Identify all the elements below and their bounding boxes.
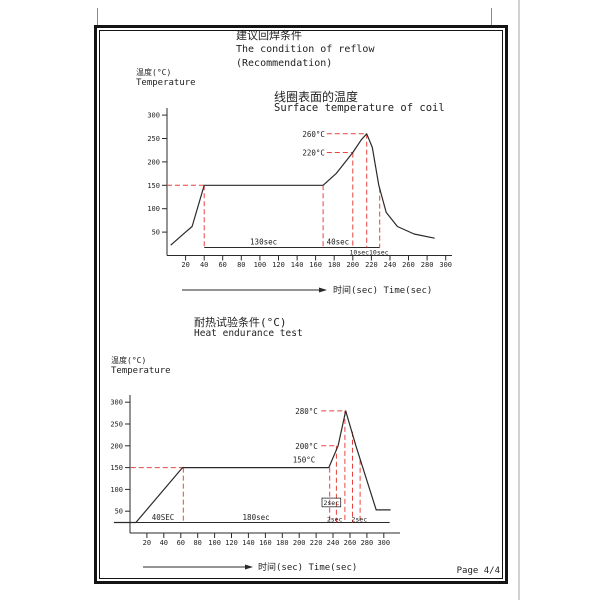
page-title-block: 建议回焊条件 The condition of reflow (Recommen… (236, 29, 374, 71)
reflow-y-axis-title-zh: 温度(°C) (136, 68, 172, 77)
y-tick-label: 100 (110, 486, 123, 494)
x-tick-label: 40 (200, 261, 208, 269)
page-number: Page 4/4 (456, 566, 500, 576)
x-tick-label: 80 (193, 539, 201, 547)
x-tick-label: 280 (421, 261, 434, 269)
y-tick-label: 200 (110, 442, 123, 450)
arrow-icon (245, 564, 253, 570)
x-axis-title: 时间(sec) Time(sec) (333, 284, 432, 296)
drawing-frame-inner (99, 30, 503, 579)
x-tick-label: 20 (143, 539, 151, 547)
x-tick-label: 60 (218, 261, 226, 269)
y-tick-label: 250 (147, 135, 160, 143)
annotation-label: 260°C (302, 130, 325, 139)
reflow-chart-subtitle-en: Surface temperature of coil (274, 102, 445, 114)
x-tick-label: 240 (384, 261, 397, 269)
y-tick-label: 50 (152, 229, 160, 237)
annotation-label: 150°C (293, 456, 316, 465)
x-tick-label: 220 (310, 539, 323, 547)
y-tick-label: 250 (110, 421, 123, 429)
annotation-label: 2sec (327, 516, 343, 524)
page-title-zh: 建议回焊条件 (236, 29, 302, 42)
y-tick-label: 150 (110, 464, 123, 472)
page-edge-line (518, 0, 520, 600)
annotation-label: 200°C (295, 442, 318, 451)
x-tick-label: 280 (361, 539, 374, 547)
annotation-label: 10sec (369, 249, 389, 257)
x-tick-label: 80 (237, 261, 245, 269)
x-tick-label: 120 (225, 539, 238, 547)
annotation-label: 280°C (295, 407, 318, 416)
y-tick-label: 300 (147, 112, 160, 120)
registration-mark-right (491, 8, 492, 27)
x-tick-label: 240 (327, 539, 340, 547)
y-tick-label: 200 (147, 158, 160, 166)
x-tick-label: 40 (160, 539, 168, 547)
annotation-label: 130sec (250, 237, 277, 246)
x-tick-label: 60 (177, 539, 185, 547)
heat-y-axis-title-zh: 温度(°C) (111, 356, 147, 365)
page-title-en: The condition of reflow (236, 44, 375, 55)
x-tick-label: 180 (276, 539, 289, 547)
x-axis-title: 时间(sec) Time(sec) (258, 561, 357, 573)
x-tick-label: 120 (272, 261, 285, 269)
x-tick-label: 180 (328, 261, 341, 269)
x-tick-label: 160 (259, 539, 272, 547)
annotation-label: 2sec (323, 499, 339, 507)
annotation-label: 2sec (351, 516, 367, 524)
reflow-y-axis-title-en: Temperature (136, 78, 196, 88)
reflow-profile-chart: 50 100 150 200 250 300 20 40 60 80 100 120 140 160 180… (147, 108, 452, 296)
x-tick-label: 100 (208, 539, 221, 547)
annotation-label: 40SEC (152, 513, 175, 522)
arrow-icon (319, 287, 327, 293)
annotation-label: 10sec (350, 249, 370, 257)
temperature-curve (170, 133, 435, 246)
reflow-chart-y-axis-title: 温度(°C) Temperature (136, 67, 196, 89)
heat-section-heading-zh: 耐热试验条件(°C) (194, 316, 287, 329)
x-tick-label: 260 (402, 261, 415, 269)
x-tick-label: 160 (309, 261, 322, 269)
heat-endurance-chart: 50 100 150 200 250 300 20 40 60 80 100 120 140 160 180… (110, 395, 400, 573)
heat-y-axis-title-en: Temperature (111, 366, 171, 376)
x-tick-label: 140 (242, 539, 255, 547)
registration-mark-left (97, 8, 98, 27)
label-box (321, 497, 342, 508)
y-tick-label: 50 (115, 508, 123, 516)
annotation-label: 40sec (327, 237, 350, 246)
x-tick-label: 300 (377, 539, 390, 547)
x-tick-label: 100 (254, 261, 267, 269)
y-tick-label: 150 (147, 182, 160, 190)
x-tick-label: 200 (293, 539, 306, 547)
y-tick-label: 100 (147, 205, 160, 213)
x-tick-label: 200 (346, 261, 359, 269)
x-tick-label: 20 (181, 261, 189, 269)
page-title-note: (Recommendation) (236, 58, 333, 69)
temperature-curve (113, 410, 391, 524)
x-tick-label: 300 (439, 261, 452, 269)
annotation-label: 180sec (243, 513, 270, 522)
x-tick-label: 140 (291, 261, 304, 269)
annotation-label: 220°C (302, 149, 325, 158)
y-tick-label: 300 (110, 399, 123, 407)
x-tick-label: 260 (344, 539, 357, 547)
drawing-frame-outer (94, 25, 508, 584)
x-tick-label: 220 (365, 261, 378, 269)
heat-chart-y-axis-title: 温度(°C) Temperature (111, 355, 171, 377)
reflow-chart-subtitle-zh: 线圈表面的温度 (274, 90, 359, 104)
heat-section-heading-en: Heat endurance test (194, 328, 303, 339)
